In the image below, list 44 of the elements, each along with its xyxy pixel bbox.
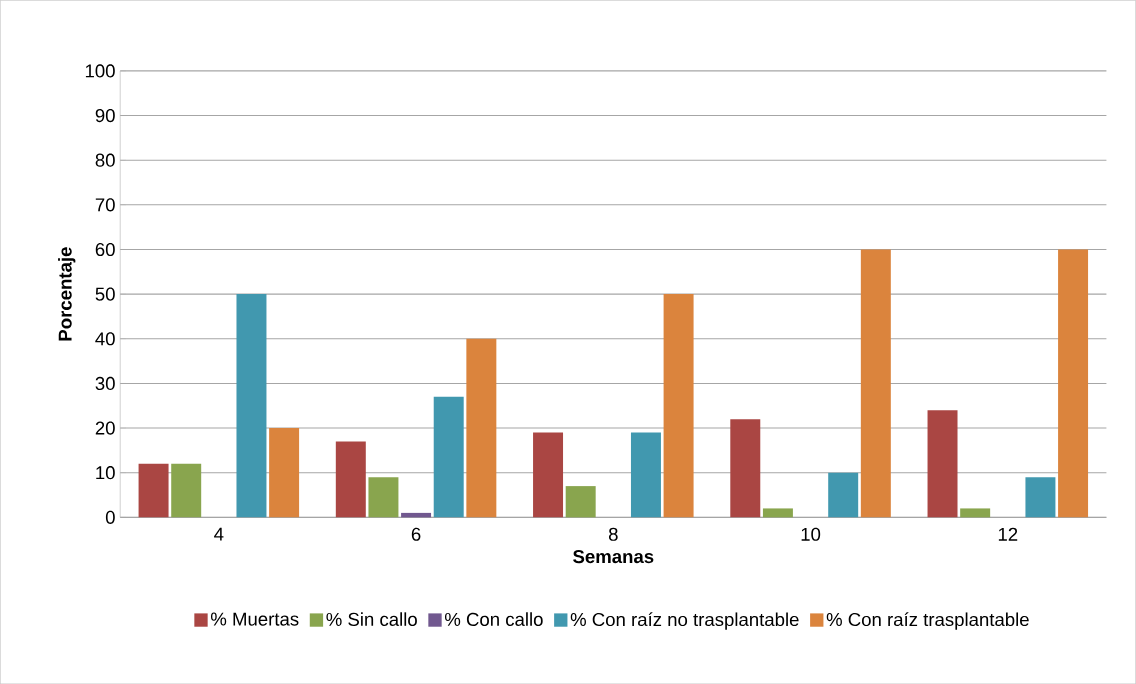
y-tick-label: 0 — [105, 510, 115, 524]
y-tick-label: 60 — [95, 242, 115, 256]
y-axis-title: Porcentaje — [58, 247, 76, 341]
bar — [533, 432, 564, 518]
bar — [269, 427, 300, 518]
x-axis-title: Semanas — [573, 549, 654, 564]
legend-label: % Con callo — [444, 612, 543, 626]
bar — [138, 463, 169, 518]
bar — [960, 508, 991, 518]
legend-label: % Con raíz trasplantable — [826, 612, 1029, 630]
bar — [565, 486, 596, 518]
legend-label: % Muertas — [210, 612, 299, 626]
bar — [1025, 477, 1056, 518]
y-tick-label: 10 — [96, 466, 115, 480]
bar — [171, 463, 202, 518]
y-tick-label: 100 — [85, 64, 115, 78]
x-tick-label: 10 — [801, 527, 821, 541]
legend-label: % Con raíz no trasplantable — [570, 612, 799, 630]
bar — [860, 249, 891, 518]
bar — [466, 338, 497, 518]
bar — [401, 512, 432, 518]
legend-label: % Sin callo — [326, 612, 417, 626]
bar — [828, 472, 859, 518]
bar — [730, 419, 761, 518]
x-tick-label: 8 — [608, 527, 618, 541]
y-tick-label: 30 — [95, 376, 115, 390]
bar — [762, 508, 793, 518]
x-tick-label: 4 — [214, 527, 224, 541]
bar — [927, 410, 958, 518]
bar — [1058, 249, 1089, 518]
bar — [630, 432, 661, 518]
y-tick-label: 70 — [95, 198, 115, 212]
y-tick-label: 50 — [95, 287, 115, 301]
bar — [433, 396, 464, 518]
x-tick-label: 12 — [998, 527, 1018, 541]
y-tick-label: 80 — [95, 153, 115, 167]
y-tick-label: 90 — [95, 108, 115, 123]
bar — [335, 441, 366, 518]
bar — [236, 294, 267, 518]
bar — [663, 294, 694, 518]
y-tick-label: 40 — [95, 332, 115, 346]
y-tick-label: 20 — [95, 421, 115, 435]
x-tick-label: 6 — [411, 527, 421, 541]
bar — [368, 477, 399, 518]
